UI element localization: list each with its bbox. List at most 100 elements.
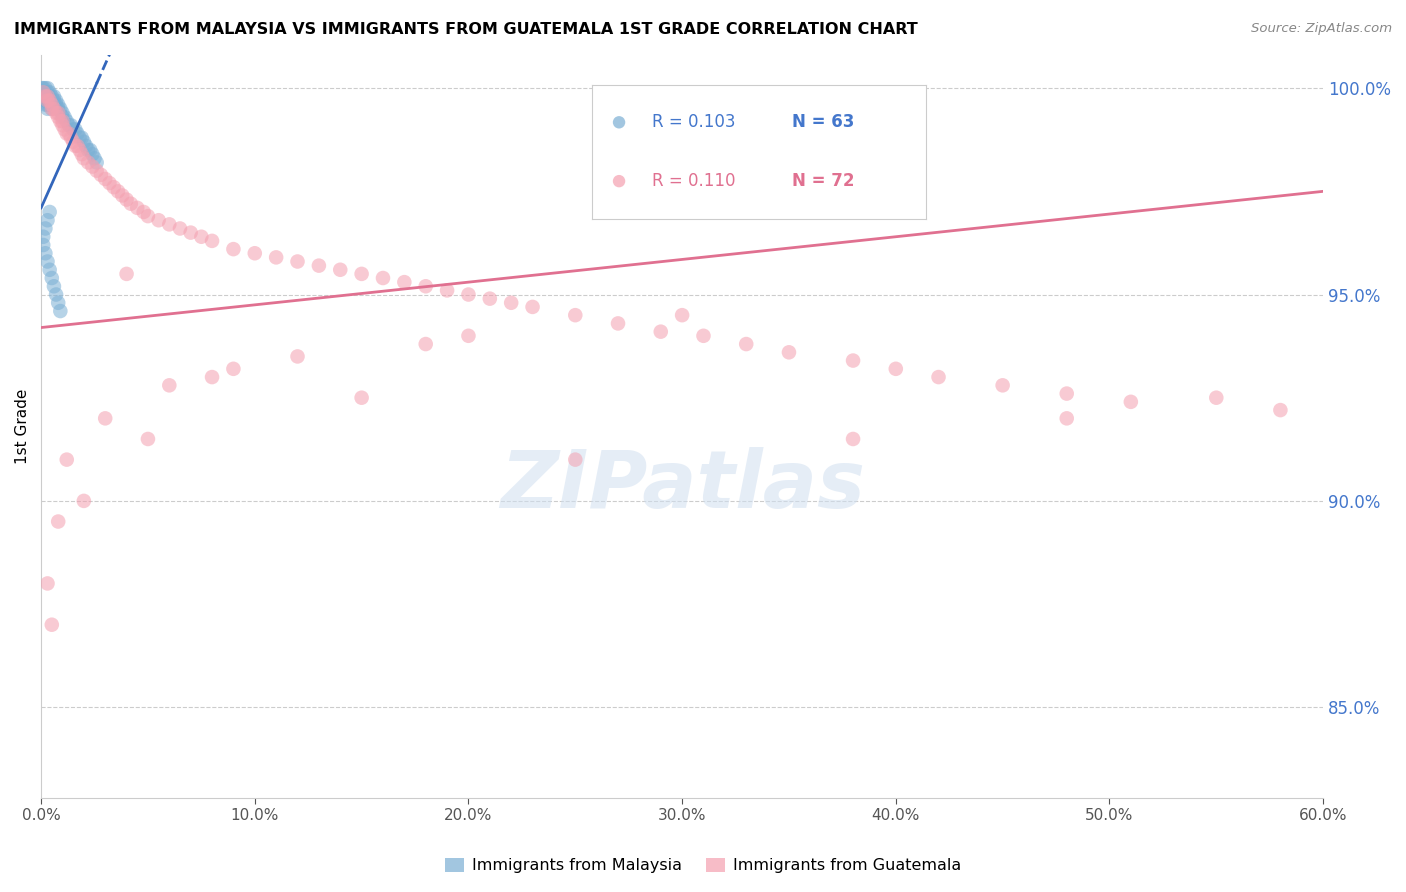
Point — [73, 494, 96, 508]
Point — [51, 118, 73, 132]
Point — [45, 97, 67, 112]
Point — [69, 143, 91, 157]
Point — [45, 287, 67, 301]
Point — [37, 97, 59, 112]
Point — [37, 89, 59, 103]
Point — [41, 102, 63, 116]
Point — [79, 143, 101, 157]
Point — [45, 106, 67, 120]
Point — [222, 242, 245, 256]
Point — [46, 110, 69, 124]
Point — [46, 515, 69, 529]
Point — [37, 213, 59, 227]
Point — [564, 452, 586, 467]
Point — [501, 295, 523, 310]
Point — [415, 279, 437, 293]
Text: Source: ZipAtlas.com: Source: ZipAtlas.com — [1251, 22, 1392, 36]
Point — [37, 94, 59, 108]
Point — [62, 122, 84, 136]
Point — [86, 163, 108, 178]
Point — [32, 85, 55, 99]
Point — [41, 97, 63, 112]
Point — [308, 259, 330, 273]
Point — [77, 143, 100, 157]
Point — [51, 106, 73, 120]
Point — [32, 85, 55, 99]
Point — [1270, 403, 1292, 417]
Point — [222, 361, 245, 376]
Point — [132, 205, 155, 219]
Point — [83, 151, 105, 165]
Point — [32, 238, 55, 252]
Text: ZIPatlas: ZIPatlas — [499, 447, 865, 525]
Point — [42, 279, 65, 293]
Point — [778, 345, 800, 359]
Point — [90, 168, 112, 182]
Point — [107, 185, 129, 199]
Point — [190, 229, 212, 244]
Point — [350, 267, 373, 281]
Point — [37, 94, 59, 108]
Point — [62, 135, 84, 149]
Point — [34, 89, 56, 103]
Point — [37, 81, 59, 95]
Point — [436, 284, 458, 298]
Point — [884, 361, 907, 376]
Point — [38, 89, 60, 103]
Point — [735, 337, 758, 351]
Point — [38, 85, 60, 99]
Point — [522, 300, 544, 314]
Point — [201, 370, 224, 384]
Point — [65, 139, 87, 153]
Point — [77, 155, 100, 169]
Point — [49, 102, 72, 116]
Point — [842, 353, 865, 368]
Point — [371, 271, 394, 285]
Point — [46, 295, 69, 310]
Point — [41, 102, 63, 116]
Point — [38, 94, 60, 108]
Point — [58, 118, 80, 132]
Point — [58, 127, 80, 141]
Point — [32, 89, 55, 103]
Point — [42, 94, 65, 108]
Point — [157, 218, 180, 232]
Point — [66, 127, 89, 141]
Point — [53, 110, 76, 124]
Point — [86, 155, 108, 169]
Point — [169, 221, 191, 235]
Point — [115, 193, 138, 207]
Point — [46, 106, 69, 120]
Point — [1056, 386, 1078, 401]
Point — [34, 85, 56, 99]
Legend: Immigrants from Malaysia, Immigrants from Guatemala: Immigrants from Malaysia, Immigrants fro… — [439, 851, 967, 880]
Point — [94, 172, 117, 186]
Point — [94, 411, 117, 425]
Point — [53, 122, 76, 136]
Point — [41, 271, 63, 285]
Point — [671, 308, 693, 322]
Point — [34, 89, 56, 103]
Point — [692, 328, 714, 343]
Point — [32, 81, 55, 95]
Point — [157, 378, 180, 392]
Point — [32, 229, 55, 244]
Point — [136, 209, 159, 223]
Point — [49, 304, 72, 318]
Point — [457, 287, 479, 301]
Point — [55, 452, 77, 467]
Point — [70, 147, 93, 161]
Point — [38, 205, 60, 219]
Text: IMMIGRANTS FROM MALAYSIA VS IMMIGRANTS FROM GUATEMALA 1ST GRADE CORRELATION CHAR: IMMIGRANTS FROM MALAYSIA VS IMMIGRANTS F… — [14, 22, 918, 37]
Point — [46, 97, 69, 112]
Point — [287, 350, 309, 364]
Point — [115, 267, 138, 281]
Point — [41, 89, 63, 103]
Point — [842, 432, 865, 446]
Point — [75, 139, 97, 153]
Point — [49, 114, 72, 128]
Point — [42, 89, 65, 103]
Point — [60, 118, 83, 132]
Point — [37, 85, 59, 99]
Point — [60, 130, 83, 145]
